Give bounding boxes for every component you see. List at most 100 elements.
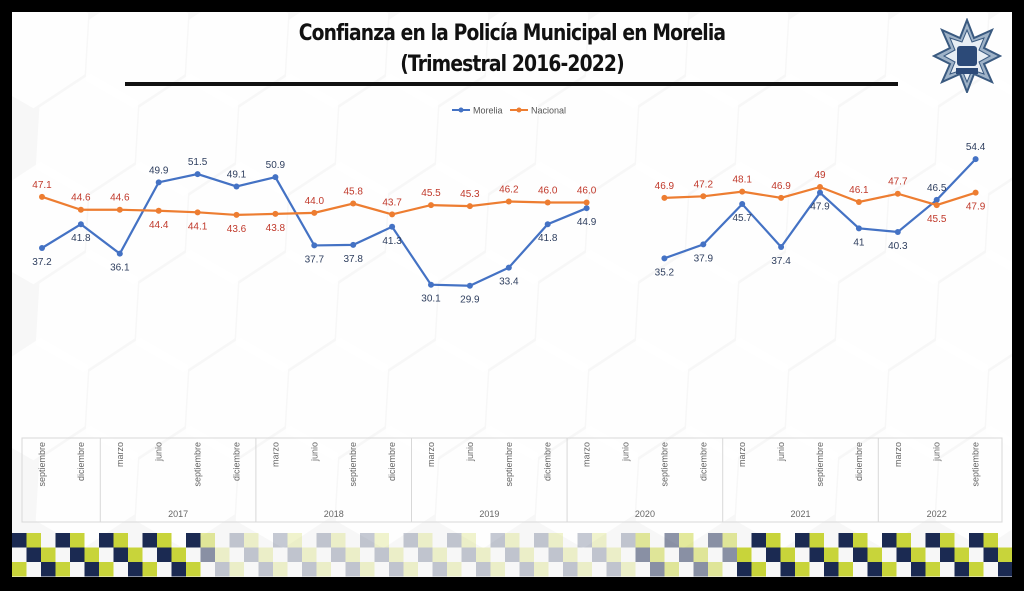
data-label: 47.2 [694,179,714,190]
category-label: junio [932,442,942,462]
checker-square [258,562,273,577]
checker-square [432,547,447,562]
year-label: 2020 [635,509,655,519]
checker-square [722,533,737,548]
checker-square [708,533,723,548]
data-point [350,200,357,207]
checker-square [664,533,679,548]
category-label: marzo [737,442,747,467]
data-label: 47.7 [888,177,908,188]
checker-square [853,533,868,548]
checker-square [186,533,201,548]
checker-square [679,533,694,548]
category-label: diciembre [854,442,864,481]
checker-square [331,533,346,548]
category-label: septiembre [193,442,203,487]
title-line-2: (Trimestral 2016-2022) [400,52,624,77]
checker-square [186,562,201,577]
data-point [855,225,862,232]
data-label: 41.8 [71,233,91,244]
category-label: septiembre [348,442,358,487]
checker-square [113,547,128,562]
checker-square [693,547,708,562]
data-label: 46.2 [499,184,519,195]
checker-square [403,533,418,548]
data-point [77,206,84,213]
data-point [505,198,512,205]
checker-square [84,547,99,562]
checker-square [563,562,578,577]
checker-square [621,562,636,577]
checker-square [171,547,186,562]
checker-square [418,533,433,548]
checker-square [273,533,288,548]
checker-square [41,547,56,562]
data-label: 50.9 [266,160,286,171]
checker-square [606,562,621,577]
checker-square [41,562,56,577]
data-label: 49.1 [227,169,247,180]
checker-square [200,533,215,548]
data-point [894,190,901,197]
year-label: 2019 [479,509,499,519]
checker-square [838,533,853,548]
checker-square [534,533,549,548]
line-chart: Morelia Nacional 37.2 41.8 36.1 49.9 51.5 49.1 5… [12,106,1012,577]
data-label: 44.1 [188,221,208,232]
checker-square [215,562,230,577]
checker-square [374,547,389,562]
checker-square [635,533,650,548]
data-point [311,209,318,216]
data-label: 54.4 [966,142,986,153]
data-label: 46.1 [849,185,869,196]
data-point [739,188,746,195]
page-title: Confianza en la Policía Municipal en Mor… [87,18,937,80]
data-point [428,281,434,288]
checker-square [273,562,288,577]
checker-square [780,562,795,577]
checker-square [940,533,955,548]
data-point [389,223,396,230]
data-label: 35.2 [655,267,675,278]
data-label: 30.1 [421,294,441,305]
checker-square [911,562,926,577]
checker-square [461,533,476,548]
year-label: 2018 [324,509,344,519]
title-line-1: Confianza en la Policía Municipal en Mor… [298,21,726,46]
checker-square [128,547,143,562]
checker-square [606,547,621,562]
checker-square [389,562,404,577]
checker-square [780,547,795,562]
data-label: 44.4 [149,220,169,231]
checker-square [635,547,650,562]
category-label: junio [154,442,164,462]
checker-square [534,562,549,577]
checker-square [954,547,969,562]
checker-square [867,547,882,562]
series-nacional: 47.1 44.6 44.6 44.4 44.1 43.6 43.8 44.0 45.8 43.7… [32,170,986,235]
category-label: diciembre [543,442,553,481]
checker-square [26,533,41,548]
data-point [583,205,590,212]
checker-square [969,562,984,577]
data-point [933,202,940,209]
data-point [505,264,512,271]
checker-square [461,547,476,562]
checker-square [490,533,505,548]
category-axis: septiembre diciembre marzo junio septiembre d… [21,437,1003,523]
checker-square [925,533,940,548]
data-label: 44.6 [110,193,130,204]
data-label: 46.0 [577,186,597,197]
data-label: 44.0 [305,196,325,207]
category-label: diciembre [387,442,397,481]
checker-square [737,562,752,577]
checker-square [403,562,418,577]
data-point [233,211,240,218]
checker-square [418,547,433,562]
data-label: 45.5 [421,188,441,199]
checker-square [722,547,737,562]
checker-square [737,547,752,562]
checker-square [331,547,346,562]
data-point [466,203,473,210]
checker-square [766,533,781,548]
